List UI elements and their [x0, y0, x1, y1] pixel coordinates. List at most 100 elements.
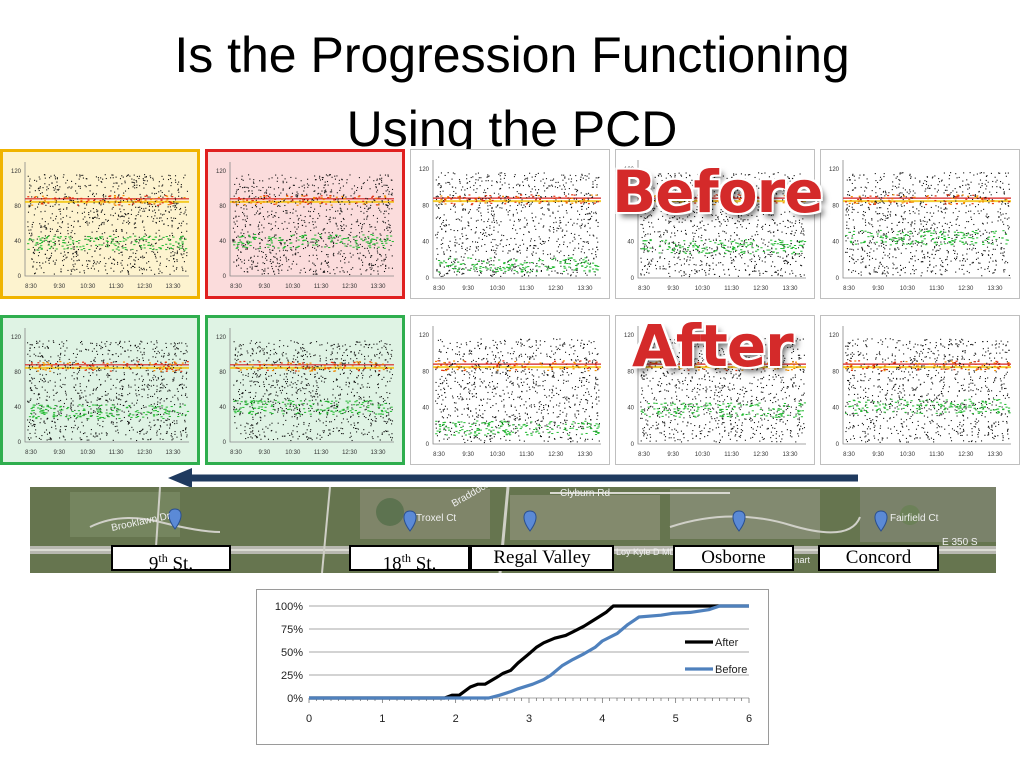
pcd-y-tick: 0 — [426, 442, 430, 448]
pcd-y-tick: 80 — [832, 369, 839, 375]
pcd-x-tick: 13:30 — [987, 452, 1003, 458]
pcd-x-tick: 10:30 — [490, 452, 506, 458]
pcd-x-tick: 12:30 — [137, 284, 153, 290]
pcd-x-tick: 8:30 — [230, 450, 242, 456]
map-text-loy-kyle: Loy Kyle D MD — [616, 547, 677, 557]
pcd-arrivals-on-red — [27, 194, 186, 206]
pcd-green-band — [233, 399, 393, 415]
pcd-x-tick: 12:30 — [342, 450, 358, 456]
pcd-x-tick: 9:30 — [667, 452, 679, 458]
pcd-x-tick: 8:30 — [230, 284, 242, 290]
pcd-y-tick: 120 — [624, 333, 635, 339]
pcd-x-tick: 13:30 — [577, 452, 593, 458]
pcd-axis — [842, 326, 1011, 445]
pcd-plot: 120 80 40 08:30 9:30 10:30 11:30 12:30 13:30 — [624, 326, 807, 458]
pcd-chart-before-9th: 120 80 40 0 8:30 9:30 10:30 11:30 12:30 13:30 — [0, 149, 200, 299]
cdf-x-tick-label: 3 — [526, 713, 532, 725]
pcd-y-tick: 80 — [14, 204, 21, 210]
pcd-x-tick: 8:30 — [25, 284, 37, 290]
pcd-y-tick: 120 — [419, 167, 430, 173]
map-pin-9th — [168, 508, 182, 530]
pcd-y-tick: 0 — [223, 440, 227, 446]
pcd-x-tick: 8:30 — [638, 452, 650, 458]
pcd-x-tick: 10:30 — [490, 286, 506, 292]
pcd-y-tick: 40 — [832, 406, 839, 412]
street-label-18th-sup: th — [401, 551, 411, 565]
pcd-x-tick: 11:30 — [724, 452, 739, 458]
pcd-y-tick: 0 — [223, 274, 227, 280]
pcd-x-tick: 9:30 — [462, 286, 474, 292]
pcd-y-tick: 0 — [426, 276, 430, 282]
pcd-vehicle-dots — [845, 338, 1010, 443]
pcd-y-tick: 40 — [627, 240, 634, 246]
title-line-1: Is the Progression Functioning — [174, 27, 850, 83]
cdf-x-tick-label: 2 — [453, 713, 459, 725]
direction-arrow — [168, 468, 858, 488]
pcd-axis — [432, 160, 601, 279]
pcd-chart-after-regal-valley: 120 80 40 0 8:30 9:30 10:30 11:30 12:30 13:30 — [410, 315, 610, 465]
street-label-18th-rest: St. — [410, 553, 437, 575]
pcd-x-tick: 13:30 — [782, 286, 798, 292]
pcd-y-tick: 40 — [832, 240, 839, 246]
pcd-y-tick: 120 — [216, 335, 227, 341]
pcd-x-tick: 10:30 — [285, 450, 301, 456]
pcd-axis — [229, 162, 394, 277]
pcd-y-tick: 120 — [829, 167, 840, 173]
pcd-y-tick: 0 — [18, 440, 22, 446]
cdf-y-tick-label: 50% — [281, 647, 303, 659]
pcd-plot: 120 80 40 08:30 9:30 10:30 11:30 12:30 13:30 — [829, 326, 1011, 458]
pcd-green-band — [640, 402, 807, 418]
cdf-y-tick-label: 0% — [287, 693, 303, 705]
pcd-vehicle-dots — [27, 174, 188, 275]
street-label-9th-rest: St. — [167, 553, 194, 575]
pcd-x-tick: 12:30 — [753, 286, 769, 292]
pcd-x-tick: 9:30 — [872, 286, 884, 292]
pcd-x-tick: 11:30 — [109, 284, 124, 290]
pcd-arrivals-on-red — [845, 360, 1010, 372]
map-text-troxel: Troxel Ct — [416, 513, 456, 524]
pcd-vehicle-dots — [27, 340, 188, 442]
pcd-arrivals-on-red — [235, 360, 388, 372]
pcd-chart-before-18th: 120 80 40 0 8:30 9:30 10:30 11:30 12:30 13:30 — [205, 149, 405, 299]
pcd-green-band — [435, 420, 600, 436]
street-label-9th: 9th St. — [111, 545, 231, 575]
pcd-y-tick: 120 — [11, 169, 22, 175]
pcd-axis — [432, 326, 601, 445]
pcd-x-tick: 12:30 — [958, 452, 974, 458]
cdf-series-after — [309, 604, 749, 700]
pcd-vehicle-dots — [845, 172, 1010, 277]
pcd-y-tick: 40 — [219, 239, 226, 245]
title-line-2: Using the PCD — [346, 101, 678, 157]
map-pin-regal-valley — [523, 510, 537, 532]
pcd-y-tick: 40 — [422, 406, 429, 412]
pcd-y-tick: 40 — [422, 240, 429, 246]
pcd-plot: 120 80 40 08:30 9:30 10:30 11:30 12:30 13:30 — [216, 162, 394, 290]
pcd-axis — [229, 328, 394, 443]
pcd-plot: 120 80 40 08:30 9:30 10:30 11:30 12:30 13:30 — [11, 162, 189, 290]
pcd-x-tick: 13:30 — [370, 450, 386, 456]
pcd-y-tick: 120 — [624, 167, 635, 173]
pcd-y-tick: 40 — [14, 239, 21, 245]
pcd-arrivals-on-red — [641, 194, 804, 206]
pcd-arrivals-on-red — [30, 361, 189, 372]
pcd-axis — [637, 326, 806, 445]
street-label-regal-valley: Regal Valley — [470, 545, 614, 571]
cdf-x-tick-label: 0 — [306, 713, 312, 725]
pcd-y-tick: 0 — [836, 442, 840, 448]
pcd-x-tick: 13:30 — [165, 450, 181, 456]
map-text-fairfield: Fairfield Ct — [890, 513, 939, 524]
pcd-x-tick: 9:30 — [462, 452, 474, 458]
map-text-clyburn: Clyburn Rd — [560, 488, 610, 499]
pcd-x-tick: 10:30 — [80, 284, 96, 290]
pcd-x-tick: 12:30 — [137, 450, 153, 456]
cdf-y-tick-label: 100% — [275, 601, 303, 613]
pcd-x-tick: 10:30 — [695, 452, 711, 458]
pcd-arrivals-on-red — [232, 194, 394, 206]
pcd-chart-before-osborne: 120 80 40 0 8:30 9:30 10:30 11:30 12:30 13:30 — [615, 149, 815, 299]
pcd-y-tick: 120 — [829, 333, 840, 339]
pcd-vehicle-dots — [435, 338, 600, 444]
pcd-x-tick: 13:30 — [782, 452, 798, 458]
pcd-y-tick: 120 — [419, 333, 430, 339]
pcd-vehicle-dots — [435, 172, 600, 278]
pcd-x-tick: 12:30 — [548, 452, 564, 458]
